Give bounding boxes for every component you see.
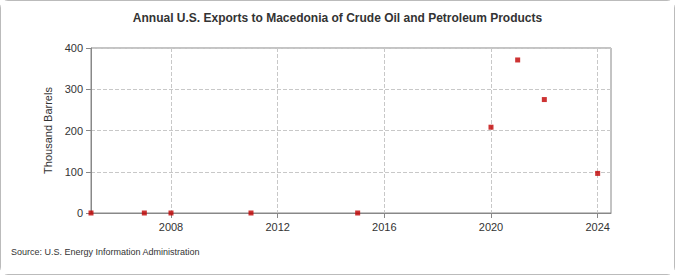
svg-text:Source: U.S. Energy Informatio: Source: U.S. Energy Information Administ…	[11, 247, 200, 257]
svg-text:2016: 2016	[372, 221, 396, 233]
svg-text:2024: 2024	[585, 221, 609, 233]
svg-text:2008: 2008	[159, 221, 183, 233]
svg-text:300: 300	[65, 83, 83, 95]
svg-text:400: 400	[65, 42, 83, 54]
svg-text:2020: 2020	[479, 221, 503, 233]
svg-text:Annual U.S. Exports to Macedon: Annual U.S. Exports to Macedonia of Crud…	[133, 11, 543, 25]
svg-text:Thousand Barrels: Thousand Barrels	[42, 87, 54, 174]
svg-text:200: 200	[65, 125, 83, 137]
svg-text:0: 0	[77, 207, 83, 219]
svg-text:2012: 2012	[265, 221, 289, 233]
svg-text:100: 100	[65, 166, 83, 178]
